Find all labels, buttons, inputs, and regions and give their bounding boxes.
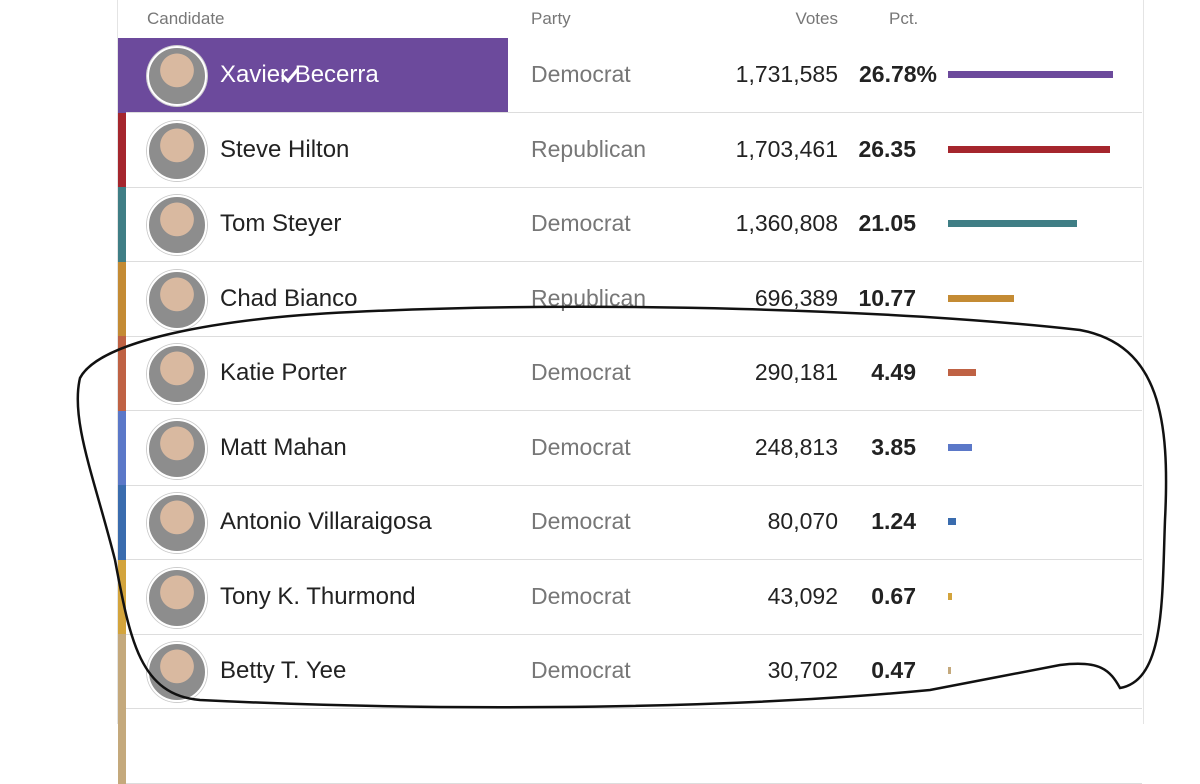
candidate-photo [147,344,207,404]
percent: 0.47 [871,657,916,683]
percent-bar [948,592,953,600]
party: Democrat [531,359,631,385]
percent: 3.85 [871,433,916,460]
next-row [118,709,1142,784]
candidate-name: Katie Porter [220,359,347,386]
percent-bar [948,443,972,451]
results-page: Candidate Party Votes Pct. Xavier Becerr… [76,0,1168,784]
candidate-name: Antonio Villaraigosa [220,508,432,535]
row-stripe [118,485,126,560]
percent-bar [948,369,976,376]
votes: 248,813 [754,433,838,460]
candidate-photo [147,195,207,255]
candidate-photo [147,120,207,181]
winner-check [280,68,300,84]
percent: 0.67 [871,582,916,609]
percent-bar [948,71,1113,78]
percent-bar [948,667,951,674]
result-row: Steve Hilton Republican 1,703,461 26.35 [118,112,1142,188]
row-stripe [118,410,126,486]
row-stripe [118,559,126,635]
header-party: Party [531,9,571,28]
votes: 1,703,461 [735,135,838,162]
percent-bar [948,294,1015,302]
party: Democrat [531,433,631,460]
percent-bar [948,220,1078,227]
row-stripe [118,709,126,784]
percent: 26.35 [858,135,916,162]
result-row: Chad Bianco Republican 696,389 10.77 [118,261,1142,337]
percent: 4.49 [871,359,916,385]
candidate-name: Betty T. Yee [220,657,347,684]
votes: 43,092 [767,582,838,609]
party: Democrat [531,210,631,236]
candidate-photo [147,642,207,702]
candidate-name: Chad Bianco [220,284,358,312]
percent: 10.77 [858,284,916,311]
votes: 290,181 [754,359,838,385]
candidate-photo [147,493,207,553]
row-stripe [118,261,126,337]
result-row: Katie Porter Democrat 290,181 4.49 [118,336,1142,411]
votes: 1,360,808 [735,210,838,236]
row-stripe [118,634,126,709]
votes: 30,702 [767,657,838,683]
votes: 80,070 [767,508,838,534]
percent: 1.24 [871,508,916,534]
candidate-name: Tony K. Thurmond [220,582,416,610]
candidate-photo [147,269,207,330]
percent-bar [948,145,1111,153]
header-candidate: Candidate [147,9,225,28]
party: Democrat [531,508,631,534]
header-votes: Votes [795,9,838,28]
party: Democrat [531,61,631,87]
candidate-photo [147,418,207,479]
row-stripe [118,187,126,262]
result-row: Tom Steyer Democrat 1,360,808 21.05 [118,187,1142,262]
party: Republican [531,135,647,162]
result-row: Tony K. Thurmond Democrat 43,092 0.67 [118,559,1142,635]
result-row: Betty T. Yee Democrat 30,702 0.47 [118,634,1142,709]
candidate-name: Matt Mahan [220,433,347,461]
percent-bar [948,518,956,525]
result-row: Antonio Villaraigosa Democrat 80,070 1.24 [118,485,1142,560]
candidate-name: Xavier Becerra [220,61,379,88]
result-row: Xavier Becerra Democrat 1,731,585 26.78% [118,38,1142,113]
percent: 21.05 [858,210,916,236]
party: Democrat [531,657,631,683]
party: Democrat [531,582,631,609]
row-stripe [118,112,126,188]
percent: 26.78% [858,61,937,87]
result-row: Matt Mahan Democrat 248,813 3.85 [118,410,1142,486]
party: Republican [531,284,647,311]
candidate-name: Tom Steyer [220,210,342,237]
row-stripe [118,336,126,411]
candidate-photo [147,46,207,106]
candidate-photo [147,567,207,628]
candidate-name: Steve Hilton [220,135,350,163]
votes: 696,389 [754,284,838,311]
header-pct: Pct. [889,9,919,28]
votes: 1,731,585 [735,61,838,87]
